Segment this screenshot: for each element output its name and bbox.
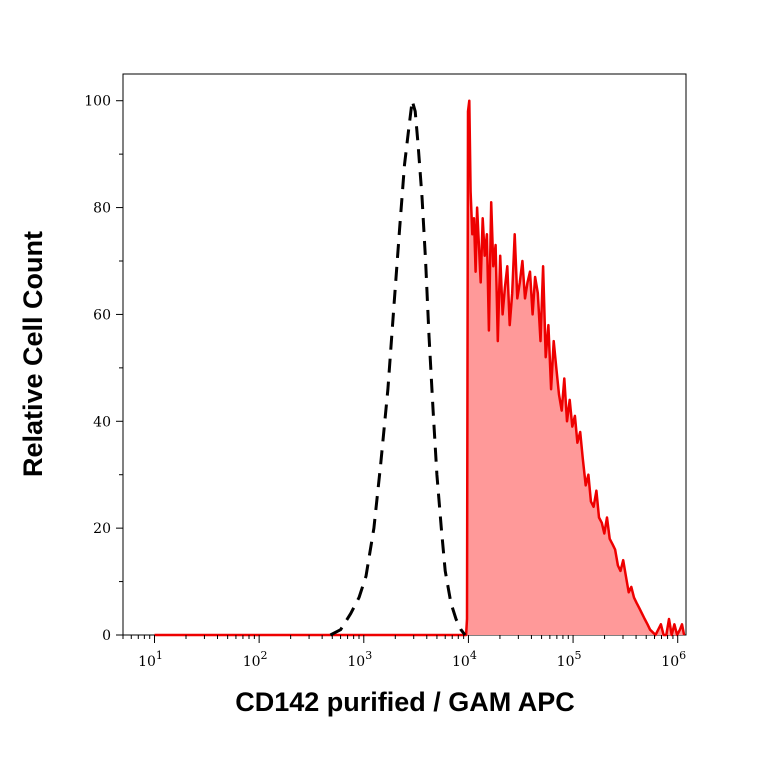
x-tick-base: 10	[557, 654, 575, 670]
x-tick-exponent: 5	[574, 649, 581, 662]
control-series-group	[329, 99, 467, 637]
y-tick-label: 40	[93, 414, 111, 430]
positive-series-group	[154, 99, 686, 637]
x-tick-label: 101	[138, 649, 163, 670]
positive-series-fill	[154, 100, 685, 635]
control-series-line	[329, 99, 467, 637]
x-tick-label: 103	[347, 649, 372, 670]
y-tick-label: 20	[93, 521, 111, 537]
x-tick-base: 10	[138, 654, 156, 670]
x-tick-label: 102	[243, 649, 268, 670]
x-tick-exponent: 3	[365, 649, 372, 662]
x-tick-base: 10	[347, 654, 365, 670]
x-tick-exponent: 1	[156, 649, 163, 662]
y-axis-title: Relative Cell Count	[18, 231, 48, 477]
x-tick-exponent: 6	[679, 649, 686, 662]
y-tick-label: 100	[84, 94, 111, 110]
y-tick-label: 60	[93, 307, 111, 323]
x-tick-label: 105	[557, 649, 582, 670]
x-tick-base: 10	[661, 654, 679, 670]
x-tick-label: 106	[661, 649, 686, 670]
x-tick-base: 10	[243, 654, 261, 670]
x-tick-exponent: 4	[470, 649, 477, 662]
x-tick-label: 104	[452, 649, 477, 670]
positive-series-line	[154, 99, 686, 637]
y-tick-label: 0	[102, 628, 111, 644]
y-tick-label: 80	[93, 201, 111, 217]
x-tick-exponent: 2	[261, 649, 268, 662]
x-tick-base: 10	[452, 654, 470, 670]
x-axis-title: CD142 purified / GAM APC	[235, 687, 575, 717]
